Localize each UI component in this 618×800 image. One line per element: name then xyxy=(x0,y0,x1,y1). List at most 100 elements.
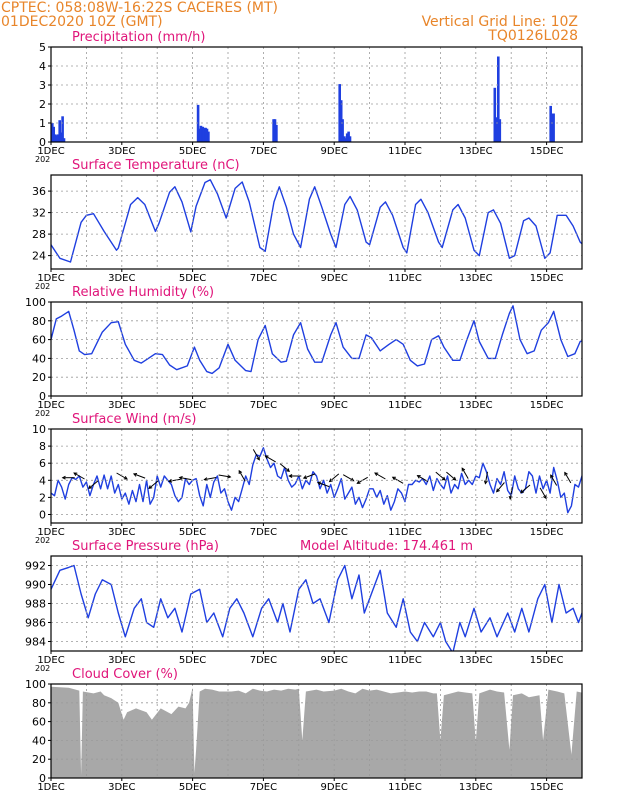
y-tick-label: 5 xyxy=(39,41,46,54)
precip-bar xyxy=(53,134,57,142)
panel-title: Precipitation (mm/h) xyxy=(72,30,205,45)
precip-bar xyxy=(52,126,55,142)
panel-precip: Precipitation (mm/h) 0 1 2 3 4 5 1DEC 3DEC 5DEC 7D… xyxy=(35,30,583,164)
panel-data xyxy=(51,56,555,142)
wind-arrow xyxy=(88,480,99,490)
y-tick-label: 986 xyxy=(25,617,46,630)
wind-arrow xyxy=(61,475,75,480)
x-tick-label: 11DEC xyxy=(388,655,422,666)
panel-rh: Relative Humidity (%) 0 20 40 60 80 100 1DEC 3DE… xyxy=(25,285,583,418)
x-year-label: 202 xyxy=(35,536,50,545)
precip-bar xyxy=(275,124,278,142)
y-tick-label: 80 xyxy=(32,697,46,710)
x-tick-label: 5DEC xyxy=(179,273,206,284)
x-tick-label: 5DEC xyxy=(179,146,206,157)
panel-title: Surface Pressure (hPa) xyxy=(72,539,219,554)
x-tick-label: 1DEC xyxy=(37,655,64,666)
precip-bar xyxy=(550,113,554,142)
precip-bar xyxy=(272,119,275,142)
temp-line xyxy=(51,179,582,263)
precip-bar xyxy=(345,133,349,142)
panel-title: Surface Wind (m/s) xyxy=(72,412,196,427)
x-tick-label: 7DEC xyxy=(250,782,277,793)
panel-frame xyxy=(50,46,583,143)
precip-bar xyxy=(61,116,64,142)
x-tick-label: 11DEC xyxy=(388,527,422,538)
x-year-label: 202 xyxy=(35,155,50,164)
panel-data xyxy=(51,305,582,375)
y-tick-label: 60 xyxy=(32,334,46,347)
y-tick-label: 24 xyxy=(32,250,46,263)
precip-bar xyxy=(201,126,204,142)
wind-arrow xyxy=(302,473,316,479)
panel-data xyxy=(51,447,582,514)
x-tick-label: 3DEC xyxy=(108,400,135,411)
y-tick-label: 100 xyxy=(25,296,46,309)
panel-subtitle: Model Altitude: 174.461 m xyxy=(300,539,473,554)
x-tick-label: 15DEC xyxy=(530,527,564,538)
y-tick-label: 0 xyxy=(39,390,46,403)
x-tick-label: 1DEC xyxy=(37,527,64,538)
x-tick-label: 13DEC xyxy=(459,400,493,411)
panel-grid xyxy=(51,429,582,523)
panel-grid xyxy=(51,175,582,269)
x-tick-label: 13DEC xyxy=(459,527,493,538)
panel-data xyxy=(51,564,582,651)
y-tick-label: 984 xyxy=(25,636,46,649)
panel-wind: Surface Wind (m/s) 0 2 4 6 8 10 1DEC 3DEC 5DEC 7DE… xyxy=(32,412,583,545)
wind-arrow xyxy=(342,474,355,482)
cloud-cover-area xyxy=(51,686,582,778)
y-tick-label: 992 xyxy=(25,560,46,573)
y-tick-label: 0 xyxy=(39,772,46,785)
precip-bar xyxy=(498,119,502,142)
y-tick-label: 0 xyxy=(39,136,46,149)
precip-bar xyxy=(56,134,60,142)
x-tick-label: 13DEC xyxy=(459,782,493,793)
header-location: CPTEC: 058:08W-16:22S CACERES (MT) xyxy=(1,0,279,16)
panel-data xyxy=(51,179,582,263)
x-tick-label: 1DEC xyxy=(37,146,64,157)
y-tick-label: 10 xyxy=(32,423,46,436)
x-tick-label: 5DEC xyxy=(179,655,206,666)
x-tick-label: 3DEC xyxy=(108,655,135,666)
precip-bar xyxy=(202,127,206,142)
precip-bar xyxy=(199,125,203,142)
precip-bar xyxy=(55,135,58,142)
y-tick-label: 40 xyxy=(32,352,46,365)
x-tick-label: 13DEC xyxy=(459,146,493,157)
y-tick-label: 1 xyxy=(39,117,46,130)
x-tick-label: 9DEC xyxy=(321,655,348,666)
x-tick-label: 15DEC xyxy=(530,782,564,793)
wind-arrow xyxy=(539,487,547,500)
precip-bar xyxy=(552,113,555,142)
y-tick-label: 32 xyxy=(32,207,46,220)
y-tick-label: 20 xyxy=(32,753,46,766)
wind-arrow xyxy=(564,471,572,484)
y-tick-label: 36 xyxy=(32,185,46,198)
wind-arrow xyxy=(218,474,232,479)
panel-title: Cloud Cover (%) xyxy=(72,667,178,682)
x-tick-label: 7DEC xyxy=(250,400,277,411)
y-tick-label: 60 xyxy=(32,716,46,729)
y-tick-label: 4 xyxy=(39,60,46,73)
x-year-label: 202 xyxy=(35,409,50,418)
header-run-date: 01DEC2020 10Z (GMT) xyxy=(1,14,163,30)
precip-bar xyxy=(343,136,346,142)
x-tick-label: 11DEC xyxy=(388,273,422,284)
wind-arrow xyxy=(148,480,159,490)
precip-bar xyxy=(339,100,343,142)
precip-bar xyxy=(495,117,498,142)
y-tick-label: 988 xyxy=(25,598,46,611)
wind-arrow xyxy=(550,474,558,486)
y-tick-label: 3 xyxy=(39,79,46,92)
precip-bar xyxy=(549,105,552,142)
wind-arrow xyxy=(279,463,290,472)
x-tick-label: 7DEC xyxy=(250,527,277,538)
x-tick-label: 9DEC xyxy=(321,400,348,411)
precip-bar xyxy=(51,123,54,142)
x-tick-label: 5DEC xyxy=(179,782,206,793)
precip-bar xyxy=(59,132,63,142)
precip-bar xyxy=(341,119,344,142)
panel-grid xyxy=(51,556,582,651)
panel-temp: Surface Temperature (nC) 24 28 32 36 1DEC 3DEC… xyxy=(32,158,583,291)
